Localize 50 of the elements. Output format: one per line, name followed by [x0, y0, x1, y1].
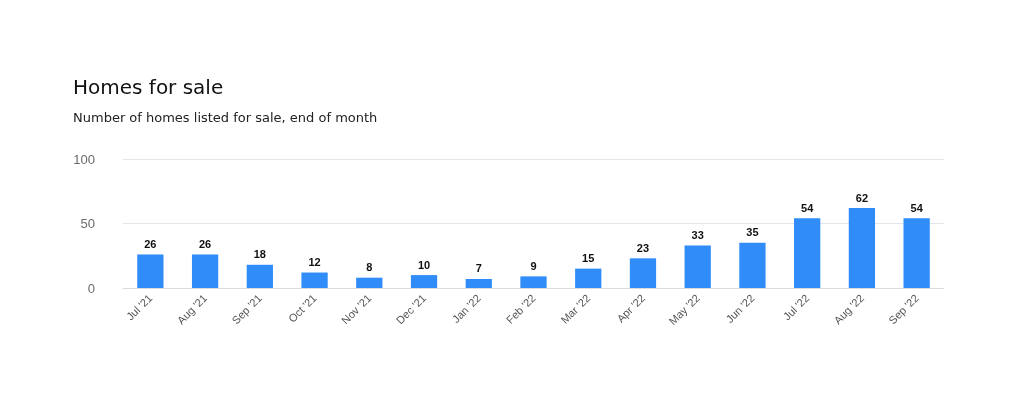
y-tick-label: 100 [73, 151, 95, 167]
data-label: 18 [253, 248, 266, 261]
x-tick-label: Dec '21 [393, 291, 429, 327]
bar [465, 278, 492, 288]
data-label: 62 [855, 191, 869, 204]
y-tick-label: 50 [80, 216, 95, 231]
data-label: 54 [910, 201, 924, 214]
data-label: 7 [475, 262, 482, 275]
x-tick-label: Aug '21 [174, 291, 210, 327]
x-tick-label: Jul '22 [780, 291, 812, 323]
x-tick-label: Mar '22 [558, 291, 593, 326]
data-label: 26 [144, 237, 157, 250]
x-tick-label: Jun '22 [723, 291, 757, 326]
data-label: 23 [636, 241, 650, 254]
bar [137, 254, 164, 288]
bar [684, 245, 711, 288]
bar [520, 276, 547, 288]
x-tick-label: Sep '21 [229, 291, 265, 327]
bar [575, 268, 602, 288]
data-label: 8 [366, 261, 373, 274]
bar [739, 242, 766, 288]
bar [301, 272, 328, 288]
bar [848, 208, 876, 288]
chart-subtitle: Number of homes listed for sale, end of month [73, 110, 378, 125]
bar [794, 218, 821, 288]
data-label: 26 [198, 237, 212, 250]
bar [629, 258, 657, 288]
data-label: 10 [417, 258, 431, 271]
y-tick-label: 0 [87, 280, 95, 296]
x-tick-label: Apr '22 [614, 291, 648, 325]
x-tick-label: Jan '22 [449, 291, 484, 326]
x-tick-label: Oct '21 [285, 291, 319, 325]
x-tick-label: Sep '22 [886, 291, 921, 327]
x-tick-label: Feb '22 [503, 291, 538, 326]
chart-title: Homes for sale [73, 75, 224, 99]
data-label: 54 [801, 201, 815, 214]
bar [356, 277, 383, 288]
bar [903, 218, 930, 288]
data-label: 15 [582, 252, 595, 265]
bar [191, 254, 219, 288]
x-tick-label: Aug '22 [831, 291, 867, 327]
data-label: 35 [746, 226, 759, 239]
bar [246, 264, 273, 288]
x-tick-label: May '22 [666, 291, 702, 328]
data-label: 33 [691, 228, 704, 241]
x-tick-label: Jul '21 [123, 291, 155, 323]
x-tick-label: Nov '21 [338, 291, 374, 327]
data-label: 12 [308, 256, 321, 269]
bar [410, 275, 438, 288]
data-label: 9 [530, 259, 537, 272]
